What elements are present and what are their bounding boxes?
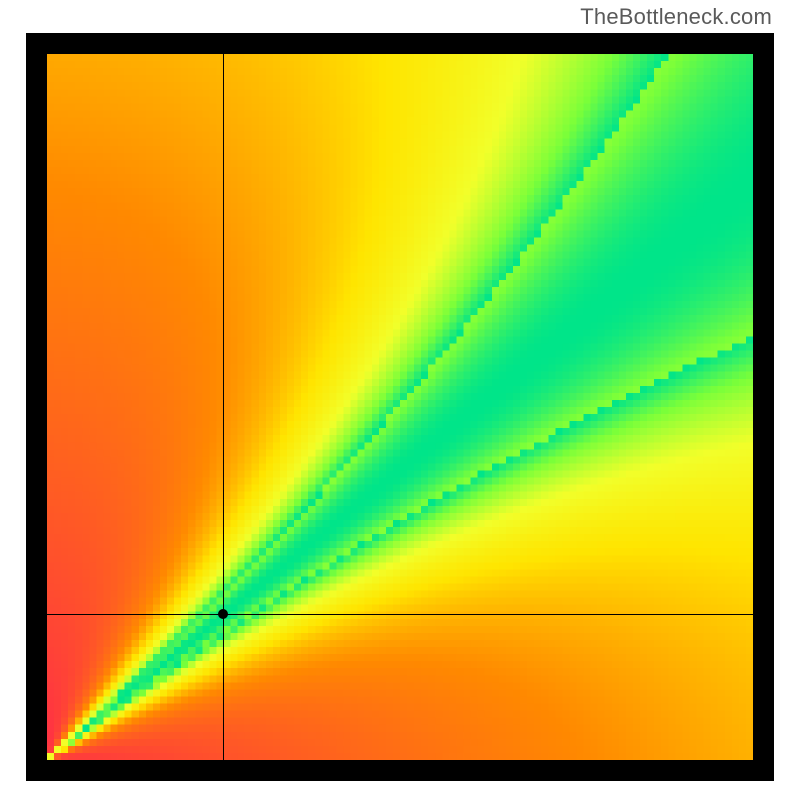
chart-frame [26,33,774,781]
crosshair-horizontal [47,614,753,615]
attribution-text: TheBottleneck.com [580,4,772,30]
crosshair-marker [218,609,228,619]
heatmap-canvas [47,54,753,760]
heatmap-plot [47,54,753,760]
crosshair-vertical [223,54,224,760]
